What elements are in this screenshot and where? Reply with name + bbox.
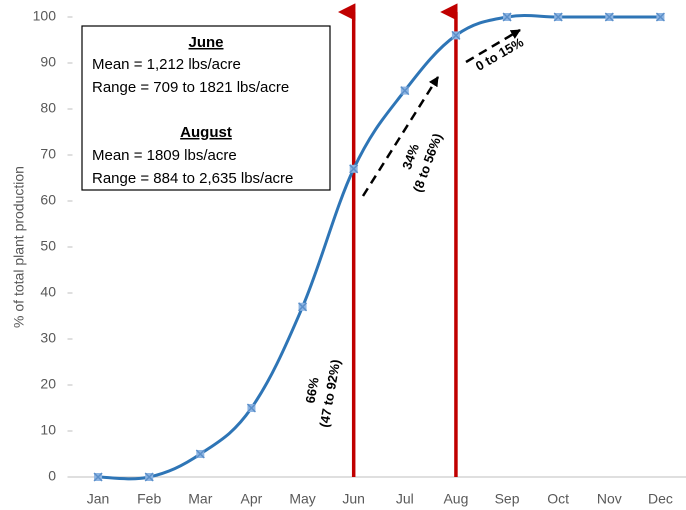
marker-cross [604, 12, 614, 22]
dashed-arrow [361, 76, 440, 197]
x-tick-label: May [289, 491, 315, 507]
box-line: Mean = 1,212 lbs/acre [92, 56, 241, 73]
x-tick-label: Jan [87, 491, 110, 507]
x-tick-label: Aug [443, 491, 468, 507]
x-tick-label: Oct [547, 491, 569, 507]
marker-cross [655, 12, 665, 22]
marker-cross [502, 12, 512, 22]
x-tick-label: Mar [188, 491, 212, 507]
data-point [144, 472, 154, 482]
y-tick-label: 90 [40, 54, 56, 70]
y-tick-label: 40 [40, 284, 56, 300]
marker-cross [298, 302, 308, 312]
marker-cross [246, 403, 256, 413]
y-tick-label: 80 [40, 100, 56, 116]
y-tick-label: 20 [40, 376, 56, 392]
marker-cross [451, 30, 461, 40]
marker-cross [553, 12, 563, 22]
arrow-label: (47 to 92%) [316, 358, 343, 428]
x-tick-label: Jul [396, 491, 414, 507]
data-point [553, 12, 563, 22]
box-heading: August [180, 124, 232, 141]
y-axis-label: % of total plant production [11, 166, 27, 328]
y-tick-label: 0 [48, 468, 56, 484]
marker-cross [93, 472, 103, 482]
marker-cross [195, 449, 205, 459]
data-point [195, 449, 205, 459]
info-box: June Mean = 1,212 lbs/acre Range = 709 t… [81, 25, 331, 191]
y-tick-label: 100 [33, 8, 57, 24]
info-box-frame [81, 25, 331, 191]
y-tick-label: 60 [40, 192, 56, 208]
arrow-label: 66% [302, 376, 321, 405]
marker-cross [400, 86, 410, 96]
box-line: Mean = 1809 lbs/acre [92, 147, 237, 164]
marker-cross [349, 164, 359, 174]
x-tick-label: Jun [342, 491, 365, 507]
x-tick-label: Apr [241, 491, 263, 507]
y-tick-label: 50 [40, 238, 56, 254]
data-point [400, 86, 410, 96]
x-tick-label: Dec [648, 491, 673, 507]
data-point [502, 12, 512, 22]
data-point [604, 12, 614, 22]
x-tick-label: Feb [137, 491, 161, 507]
marker-cross [144, 472, 154, 482]
data-point [246, 403, 256, 413]
box-line: Range = 884 to 2,635 lbs/acre [92, 170, 293, 187]
data-point [93, 472, 103, 482]
x-tick-label: Sep [495, 491, 520, 507]
data-point [655, 12, 665, 22]
data-point [349, 164, 359, 174]
box-line: Range = 709 to 1821 lbs/acre [92, 79, 289, 96]
y-tick-label: 70 [40, 146, 56, 162]
y-tick-label: 10 [40, 422, 56, 438]
box-heading: June [188, 34, 223, 51]
x-tick-label: Nov [597, 491, 622, 507]
dashed-arrow [465, 28, 521, 64]
data-point [451, 30, 461, 40]
data-point [298, 302, 308, 312]
y-tick-label: 30 [40, 330, 56, 346]
